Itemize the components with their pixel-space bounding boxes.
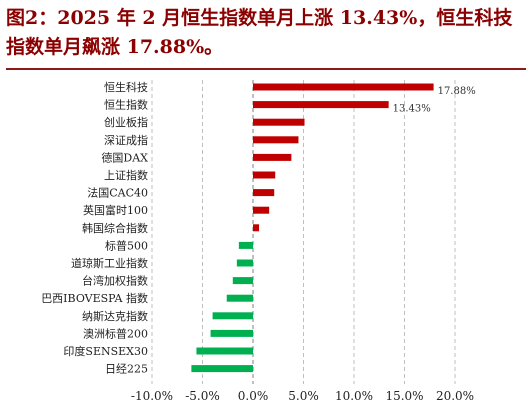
category-label: 纳斯达克指数 xyxy=(82,309,148,323)
category-label: 日经225 xyxy=(105,363,148,376)
data-labels: 17.88% 13.43% xyxy=(393,86,476,115)
category-label: 恒生指数 xyxy=(104,98,148,112)
category-label: 韩国综合指数 xyxy=(82,221,148,235)
bar xyxy=(253,83,434,91)
category-label: 创业板指 xyxy=(104,115,148,129)
category-label: 英国富时100 xyxy=(83,203,148,217)
bar xyxy=(238,241,253,249)
x-axis-ticks: -10.0% -5.0% 0.0% 5.0% 10.0% 15.0% 20.0% xyxy=(131,389,474,403)
bar xyxy=(226,294,253,302)
x-tick-label: 0.0% xyxy=(238,389,269,403)
bar xyxy=(232,277,253,285)
gridlines xyxy=(151,80,456,384)
bar xyxy=(212,312,253,320)
category-label: 台湾加权指数 xyxy=(82,274,148,288)
x-tick-label: 15.0% xyxy=(385,389,423,403)
x-tick-label: 5.0% xyxy=(288,389,319,403)
title-rule xyxy=(6,68,526,70)
category-label: 深证成指 xyxy=(104,133,148,147)
x-tick-label: 20.0% xyxy=(436,389,474,403)
bar xyxy=(196,347,253,355)
category-label: 标普500 xyxy=(105,238,148,252)
category-label: 恒生科技 xyxy=(104,80,148,94)
bar xyxy=(253,118,305,126)
category-label: 印度SENSEX30 xyxy=(63,344,148,358)
category-label: 德国DAX xyxy=(101,150,148,164)
bar xyxy=(210,329,253,337)
bar xyxy=(253,206,270,214)
bar xyxy=(253,224,260,232)
data-label: 13.43% xyxy=(393,104,431,115)
bars xyxy=(191,83,434,373)
category-label: 法国CAC40 xyxy=(87,186,148,200)
category-label: 巴西IBOVESPA 指数 xyxy=(41,291,148,305)
bar xyxy=(253,101,389,109)
x-tick-label: -5.0% xyxy=(185,389,220,403)
bar xyxy=(253,136,299,144)
bar xyxy=(191,365,253,373)
bar xyxy=(253,171,276,179)
bar xyxy=(253,189,275,197)
data-label: 17.88% xyxy=(438,86,476,97)
x-tick-label: -10.0% xyxy=(131,389,173,403)
chart-title: 图2：2025 年 2 月恒生指数单月上涨 13.43%，恒生科技指数单月飙涨 … xyxy=(6,7,513,58)
category-label: 澳洲标普200 xyxy=(83,326,148,340)
category-label: 道琼斯工业指数 xyxy=(71,256,148,270)
bar xyxy=(236,259,253,267)
x-tick-label: 10.0% xyxy=(335,389,373,403)
category-label: 上证指数 xyxy=(104,168,148,182)
bar xyxy=(253,153,292,161)
